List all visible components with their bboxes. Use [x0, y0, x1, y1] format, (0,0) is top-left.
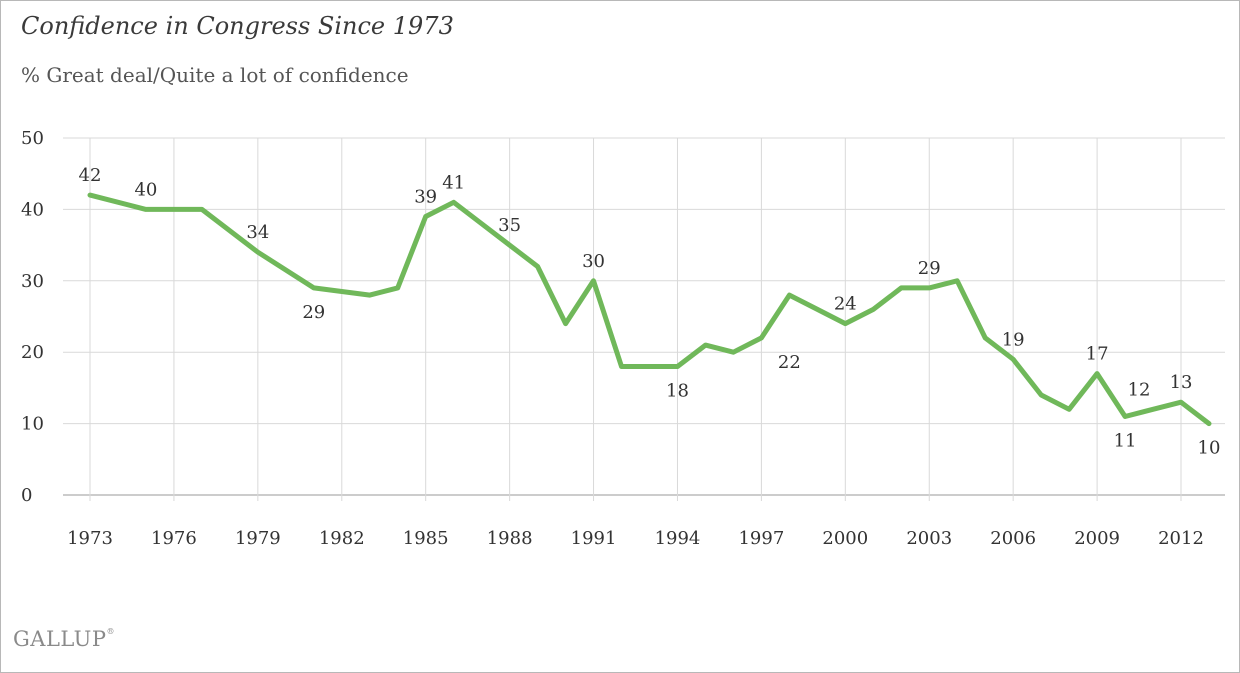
data-label: 11	[1114, 430, 1137, 451]
data-label: 29	[918, 258, 941, 279]
chart-title: Confidence in Congress Since 1973	[21, 12, 454, 40]
data-label: 42	[79, 165, 102, 186]
x-tick-label: 1988	[487, 528, 533, 549]
y-tick-label: 30	[21, 271, 44, 292]
data-label: 30	[582, 251, 605, 272]
x-tick-label: 1979	[235, 528, 281, 549]
x-tick-label: 1991	[571, 528, 617, 549]
y-tick-label: 10	[21, 414, 44, 435]
y-tick-label: 20	[21, 342, 44, 363]
y-tick-label: 40	[21, 199, 44, 220]
data-label: 41	[442, 172, 465, 193]
gallup-logo: GALLUP®	[13, 627, 115, 651]
data-label: 13	[1170, 372, 1193, 393]
data-label: 35	[498, 215, 521, 236]
brand-mark: ®	[106, 627, 116, 636]
x-tick-label: 1976	[151, 528, 197, 549]
series-line	[87, 192, 1212, 427]
data-label: 29	[302, 302, 325, 323]
brand-name: GALLUP	[13, 627, 107, 651]
x-tick-label: 2003	[906, 528, 952, 549]
x-tick-label: 2006	[990, 528, 1036, 549]
y-tick-label: 50	[21, 128, 44, 149]
y-tick-label: 0	[21, 485, 32, 506]
data-label: 39	[414, 187, 437, 208]
data-label: 12	[1128, 379, 1151, 400]
data-label: 17	[1086, 344, 1109, 365]
x-tick-label: 1994	[655, 528, 701, 549]
data-label: 18	[666, 380, 689, 401]
x-tick-label: 1985	[403, 528, 449, 549]
data-label: 24	[834, 294, 857, 315]
x-tick-label: 2000	[822, 528, 868, 549]
data-label: 19	[1002, 329, 1025, 350]
x-tick-label: 1973	[67, 528, 113, 549]
chart-subtitle: % Great deal/Quite a lot of confidence	[21, 63, 409, 87]
x-tick-label: 2012	[1158, 528, 1204, 549]
x-tick-label: 1997	[738, 528, 784, 549]
x-tick-label: 2009	[1074, 528, 1120, 549]
data-label: 40	[134, 179, 157, 200]
data-label: 34	[246, 222, 269, 243]
data-label: 10	[1198, 438, 1221, 459]
x-tick-label: 1982	[319, 528, 365, 549]
data-label: 22	[778, 352, 801, 373]
